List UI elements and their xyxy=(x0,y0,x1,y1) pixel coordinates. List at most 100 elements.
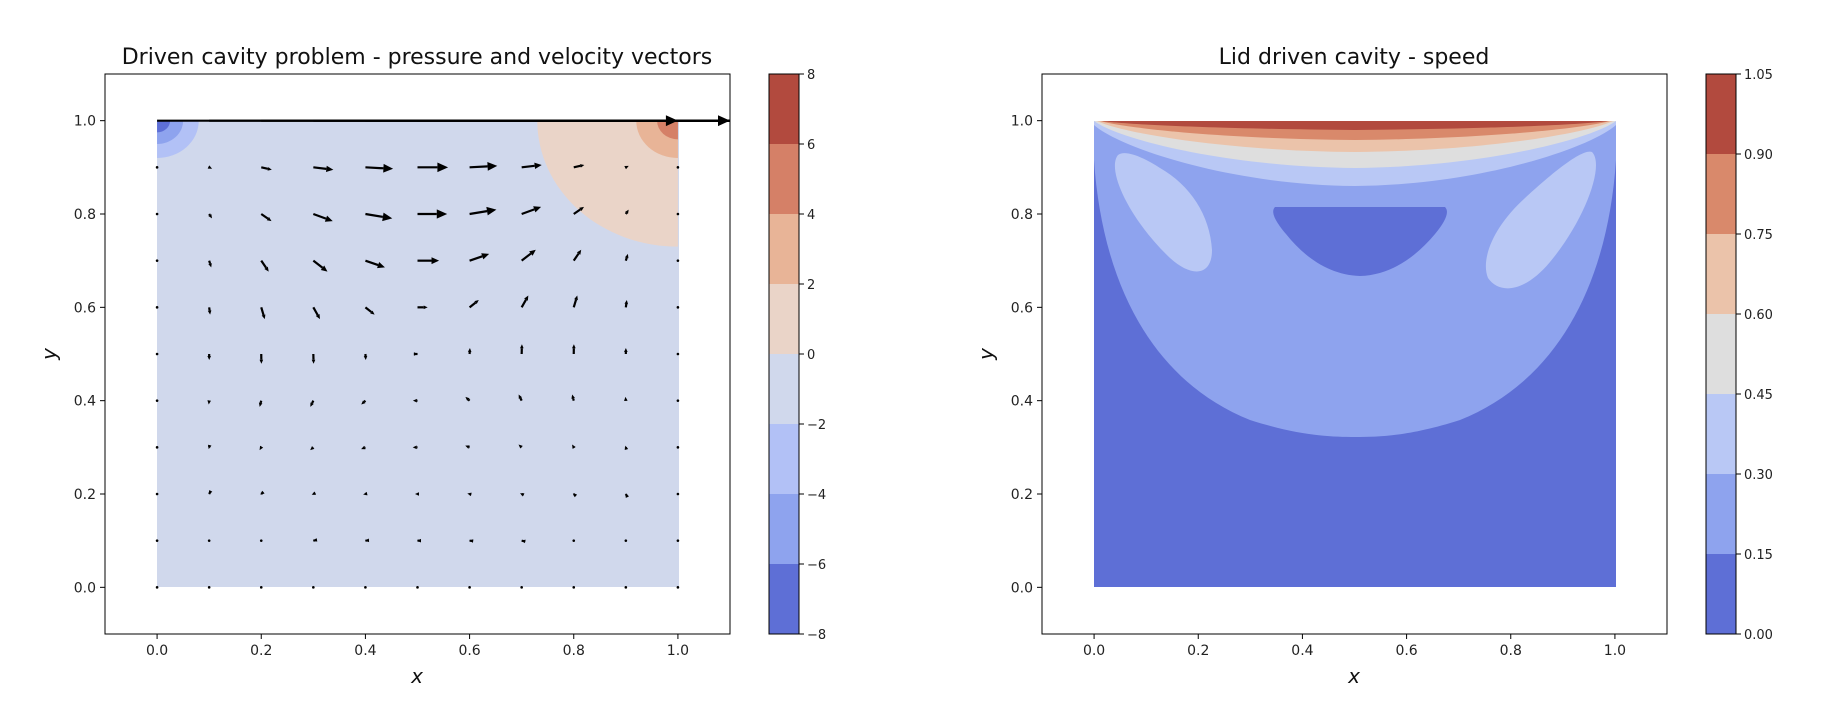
velocity-vector xyxy=(676,352,680,356)
velocity-vector xyxy=(624,539,628,542)
colorbar-label: 0.15 xyxy=(1744,548,1773,563)
y-axis-ticks: 0.0 0.2 0.4 0.6 0.8 1.0 xyxy=(74,114,105,596)
x-tick-label: 0.4 xyxy=(1291,643,1313,659)
colorbar-label: 1.05 xyxy=(1744,68,1773,83)
velocity-vector xyxy=(676,212,680,216)
velocity-vector xyxy=(310,446,315,451)
velocity-vector xyxy=(312,259,328,272)
colorbar-label: 0.90 xyxy=(1744,148,1773,163)
velocity-vector xyxy=(207,165,213,169)
velocity-vector xyxy=(259,445,264,451)
velocity-vector xyxy=(364,538,370,543)
colorbar-band xyxy=(1706,154,1736,234)
colorbar-label: 8 xyxy=(807,68,815,83)
velocity-vector xyxy=(573,206,585,215)
velocity-vector xyxy=(417,209,448,219)
velocity-vector xyxy=(676,586,680,589)
velocity-vector xyxy=(363,353,368,361)
velocity-vector xyxy=(572,493,578,498)
velocity-vector xyxy=(364,306,375,315)
y-axis-label: y xyxy=(37,347,61,361)
y-axis-ticks: 0.0 0.2 0.4 0.6 0.8 1.0 xyxy=(1011,114,1042,596)
speed-region-left xyxy=(1114,153,1212,272)
velocity-vector xyxy=(416,538,421,543)
y-tick-label: 0.8 xyxy=(1011,207,1033,223)
velocity-vector xyxy=(311,491,317,495)
velocity-vector xyxy=(417,305,428,310)
x-tick-label: 0.8 xyxy=(1500,643,1522,659)
velocity-vector xyxy=(676,259,680,262)
velocity-vector xyxy=(207,539,211,542)
velocity-vector xyxy=(312,586,315,589)
axes-frame xyxy=(1041,73,1668,635)
colorbar-band xyxy=(769,144,799,214)
x-tick-label: 0.6 xyxy=(458,643,480,659)
colorbar-band xyxy=(1706,394,1736,474)
velocity-vector xyxy=(311,353,316,364)
velocity-vector xyxy=(155,212,159,216)
velocity-vector xyxy=(468,586,471,589)
velocity-vector xyxy=(414,492,419,496)
y-tick-label: 0.0 xyxy=(74,580,96,596)
velocity-vector xyxy=(520,344,524,355)
velocity-vector xyxy=(361,399,367,405)
y-tick-label: 1.0 xyxy=(74,114,96,130)
pressure-contour-top-left xyxy=(157,120,171,133)
velocity-vector xyxy=(469,539,474,543)
velocity-vector xyxy=(624,586,628,589)
colorbar-label: 2 xyxy=(807,278,815,293)
velocity-vector xyxy=(469,206,497,216)
colorbar-band xyxy=(1706,554,1736,634)
speed-level-1 xyxy=(1094,121,1616,437)
velocity-vector xyxy=(520,586,523,589)
x-axis-ticks: 0.0 0.2 0.4 0.6 0.8 1.0 xyxy=(1083,634,1626,659)
velocity-vector xyxy=(676,492,680,496)
velocity-vector xyxy=(520,249,536,262)
colorbar-label: 0.00 xyxy=(1744,628,1773,643)
x-axis-ticks: 0.0 0.2 0.4 0.6 0.8 1.0 xyxy=(146,634,689,659)
velocity-vector xyxy=(465,396,471,402)
colorbar-label: 4 xyxy=(807,208,815,223)
velocity-vector xyxy=(468,300,479,309)
colorbar-band xyxy=(769,214,799,284)
velocity-vector xyxy=(518,394,523,402)
pressure-contour-top-right xyxy=(537,120,678,247)
velocity-vector xyxy=(312,538,318,542)
velocity-vector xyxy=(208,490,213,495)
colorbar-band xyxy=(1706,234,1736,314)
x-tick-label: 0.8 xyxy=(563,643,585,659)
y-tick-label: 0.8 xyxy=(74,207,96,223)
velocity-vector xyxy=(467,347,472,355)
velocity-vector xyxy=(572,344,576,355)
velocity-vector xyxy=(364,586,367,589)
colorbar-label: −8 xyxy=(807,628,826,643)
speed-core-low xyxy=(1273,207,1447,276)
velocity-vector xyxy=(412,398,418,403)
velocity-vector xyxy=(260,490,265,495)
velocity-vector xyxy=(261,166,272,171)
velocity-vector xyxy=(207,444,212,450)
colorbar-band xyxy=(769,494,799,564)
velocity-vector xyxy=(259,586,263,589)
y-tick-label: 0.6 xyxy=(1011,300,1033,316)
velocity-vector xyxy=(207,400,211,405)
velocity-vector xyxy=(676,306,680,309)
colorbar-label: 0 xyxy=(807,348,815,363)
velocity-vector xyxy=(518,444,523,449)
velocity-vector xyxy=(520,493,525,497)
velocity-vector xyxy=(361,445,366,450)
velocity-vector xyxy=(520,295,529,308)
chart-title: Lid driven cavity - speed xyxy=(1219,45,1490,70)
velocity-vector xyxy=(572,295,578,308)
velocity-vector xyxy=(258,400,263,407)
speed-colorbar: 0.00 0.15 0.30 0.45 0.60 0.75 0.90 1.05 xyxy=(1705,68,1773,643)
velocity-vector xyxy=(624,165,629,170)
velocity-vector xyxy=(624,300,629,308)
velocity-vector xyxy=(465,445,470,449)
velocity-vector xyxy=(572,249,582,262)
colorbar-label: 0.30 xyxy=(1744,468,1773,483)
x-tick-label: 1.0 xyxy=(1604,643,1626,659)
colorbar-band xyxy=(769,424,799,494)
colorbar-label: 0.45 xyxy=(1744,388,1773,403)
